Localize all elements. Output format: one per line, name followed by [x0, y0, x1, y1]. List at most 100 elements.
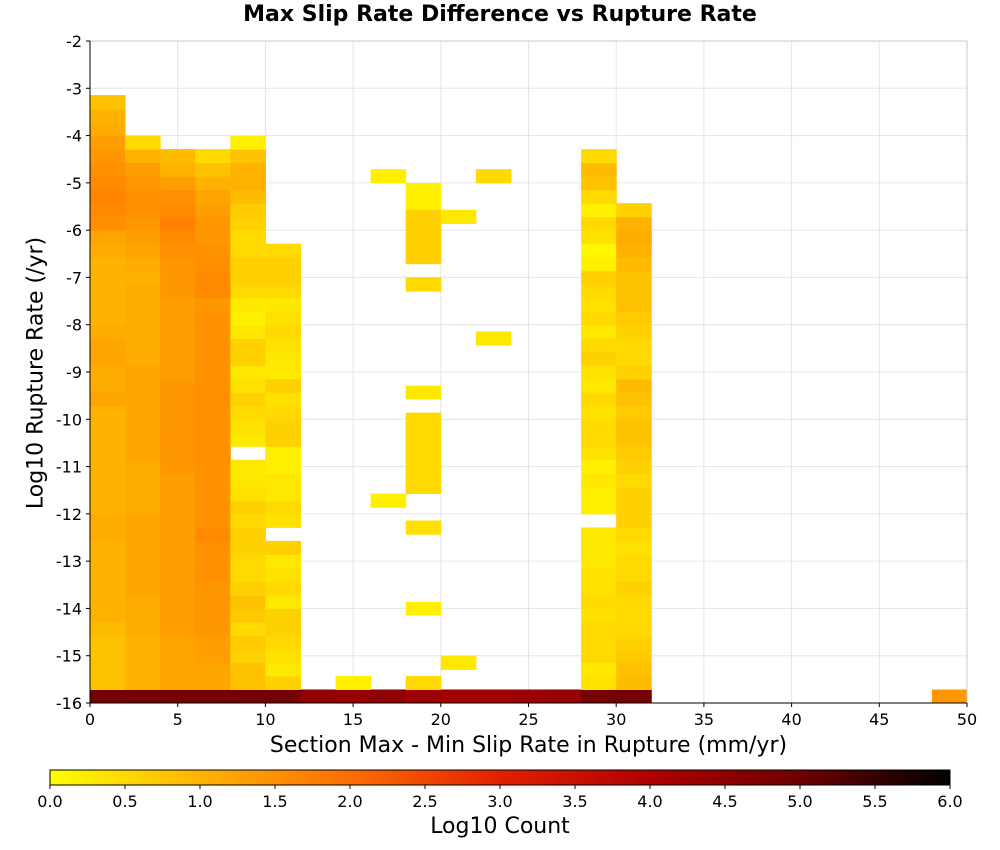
heatmap-cell — [195, 581, 231, 596]
heatmap-cell — [195, 230, 231, 245]
heatmap-cell — [125, 662, 161, 677]
heatmap-cell — [160, 473, 196, 488]
heatmap-cell — [125, 419, 161, 434]
heatmap-cell — [230, 365, 266, 380]
heatmap-cell — [616, 554, 652, 569]
heatmap-cell — [265, 284, 301, 299]
heatmap-cell — [125, 216, 161, 231]
heatmap-cell — [195, 378, 231, 393]
x-tick-label: 15 — [343, 710, 363, 729]
heatmap-cell — [616, 513, 652, 528]
y-tick-label: -16 — [56, 694, 82, 713]
heatmap-cell — [125, 432, 161, 447]
heatmap-cell — [160, 324, 196, 339]
heatmap-cell — [125, 203, 161, 218]
heatmap-cell — [160, 176, 196, 191]
heatmap-cell — [195, 621, 231, 636]
heatmap-cell — [195, 513, 231, 528]
heatmap-cell — [160, 500, 196, 515]
heatmap-cell — [616, 635, 652, 650]
x-tick-label: 30 — [606, 710, 626, 729]
heatmap-cell — [160, 486, 196, 501]
heatmap-cell — [581, 500, 617, 515]
heatmap-cell — [160, 594, 196, 609]
heatmap-cell — [195, 446, 231, 461]
heatmap-cell — [160, 338, 196, 353]
heatmap-cell — [616, 432, 652, 447]
heatmap-cell — [931, 689, 968, 704]
heatmap-cell — [265, 689, 301, 704]
heatmap-cell — [616, 500, 652, 515]
heatmap-cell — [160, 243, 196, 258]
heatmap-cell — [90, 513, 126, 528]
heatmap-cell — [90, 297, 126, 312]
heatmap-cell — [90, 621, 126, 636]
heatmap-cell — [581, 297, 617, 312]
heatmap-cell — [125, 473, 161, 488]
y-tick-label: -12 — [56, 505, 82, 524]
heatmap-cell — [90, 351, 126, 366]
heatmap-cell — [265, 338, 301, 353]
heatmap-cell — [370, 493, 407, 508]
heatmap-cell — [616, 527, 652, 542]
colorbar-tick-label: 2.0 — [337, 792, 362, 811]
heatmap-cell — [616, 297, 652, 312]
heatmap-cell — [230, 473, 266, 488]
heatmap-cell — [195, 162, 231, 177]
x-tick-label: 25 — [518, 710, 538, 729]
heatmap-cell — [581, 257, 617, 272]
heatmap-cell — [265, 270, 301, 285]
heatmap-cell — [90, 675, 126, 690]
heatmap-cell — [90, 122, 126, 137]
heatmap-cell — [90, 257, 126, 272]
heatmap-cell — [265, 351, 301, 366]
x-axis-title: Section Max - Min Slip Rate in Rupture (… — [269, 733, 788, 758]
y-tick-label: -9 — [66, 363, 82, 382]
heatmap-cell — [230, 675, 266, 690]
heatmap-cell — [125, 527, 161, 542]
heatmap-cell — [230, 338, 266, 353]
heatmap-cell — [90, 176, 126, 191]
heatmap-cell — [581, 527, 617, 542]
heatmap-cell — [125, 567, 161, 582]
heatmap-cell — [125, 513, 161, 528]
heatmap-cell — [195, 189, 231, 204]
heatmap-cell — [335, 689, 372, 704]
heatmap-cell — [581, 446, 617, 461]
heatmap-cell — [90, 662, 126, 677]
heatmap-cell — [160, 581, 196, 596]
heatmap-cell — [230, 608, 266, 623]
heatmap-cell — [265, 662, 301, 677]
heatmap-cell — [616, 608, 652, 623]
heatmap-cell — [616, 378, 652, 393]
heatmap-cell — [265, 432, 301, 447]
colorbar-tick-label: 0.5 — [112, 792, 137, 811]
heatmap-cell — [90, 486, 126, 501]
heatmap-cell — [581, 621, 617, 636]
heatmap-cell — [125, 486, 161, 501]
heatmap-cell — [581, 405, 617, 420]
colorbar-tick-labels: 0.0 0.5 1.0 1.5 2.0 2.5 3.0 3.5 4.0 4.5 5.0 5.5 6.0 — [37, 785, 963, 811]
heatmap-cell — [90, 284, 126, 299]
heatmap-cell — [616, 365, 652, 380]
heatmap-cell — [581, 189, 617, 204]
heatmap-cell — [230, 230, 266, 245]
heatmap-cell — [195, 540, 231, 555]
heatmap-cell — [230, 500, 266, 515]
heatmap-cell — [616, 324, 652, 339]
heatmap-cell — [125, 311, 161, 326]
x-tick-label: 20 — [431, 710, 451, 729]
heatmap-cell — [265, 392, 301, 407]
heatmap-cell — [230, 270, 266, 285]
heatmap-cell — [265, 446, 301, 461]
heatmap-cell — [581, 689, 617, 704]
heatmap-cell — [616, 419, 652, 434]
heatmap-cell — [230, 216, 266, 231]
heatmap-cell — [335, 675, 372, 690]
heatmap-cell — [160, 311, 196, 326]
heatmap-cell — [616, 689, 652, 704]
heatmap-cell — [195, 203, 231, 218]
heatmap-cell — [90, 392, 126, 407]
heatmap-cell — [581, 486, 617, 501]
